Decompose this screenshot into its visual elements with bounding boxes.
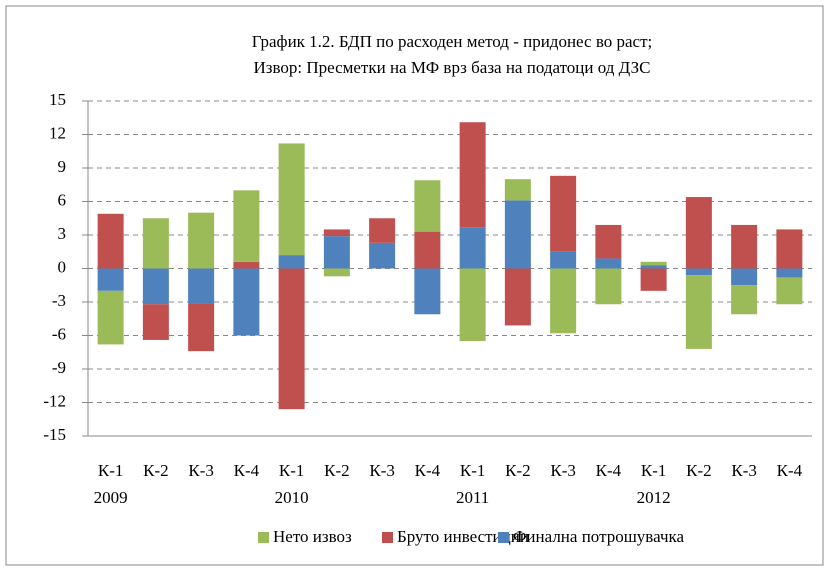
bar-segment [369, 242, 396, 269]
x-tick-label: К-3 [369, 461, 395, 480]
bar-segment [369, 218, 396, 243]
bar-segment [233, 268, 260, 336]
bar-segment [459, 122, 486, 228]
bar-segment [731, 285, 758, 315]
y-tick-label: -9 [52, 358, 66, 377]
y-tick-label: 9 [58, 157, 67, 176]
bar-segment [640, 265, 667, 269]
x-group-label: 2011 [456, 488, 489, 507]
bar-segment [504, 268, 531, 326]
bar-segment [97, 213, 124, 269]
bar-segment [504, 200, 531, 269]
y-tick-label: -12 [43, 391, 66, 410]
x-tick-label: К-4 [234, 461, 260, 480]
bar-segment [776, 277, 803, 305]
bar-segment [640, 268, 667, 291]
bar-segment [188, 212, 215, 269]
legend-label: Нето извоз [273, 527, 352, 546]
bar-segment [278, 143, 305, 256]
x-tick-label: К-2 [324, 461, 350, 480]
bar-segment [550, 268, 577, 334]
x-tick-label: К-4 [415, 461, 441, 480]
bar-segment [776, 268, 803, 278]
x-tick-label: К-2 [686, 461, 712, 480]
bar-segment [233, 261, 260, 269]
bar-segment [731, 224, 758, 269]
x-tick-label: К-1 [641, 461, 667, 480]
bar-segment [550, 251, 577, 269]
bar-segment [459, 227, 486, 269]
bar-segment [685, 275, 712, 349]
bar-segment [640, 261, 667, 266]
chart-subtitle: Извор: Пресметки на МФ врз база на подат… [253, 58, 650, 77]
y-tick-label: 6 [58, 190, 67, 209]
bar-segment [776, 229, 803, 269]
legend-label: Бруто инвестиции [397, 527, 529, 546]
bar-segment [142, 268, 169, 305]
x-tick-label: К-4 [596, 461, 622, 480]
bar-segment [414, 180, 441, 232]
y-tick-label: -3 [52, 291, 66, 310]
bar-segment [595, 258, 622, 269]
x-group-label: 2009 [94, 488, 128, 507]
x-tick-label: К-3 [188, 461, 214, 480]
bar-segment [550, 175, 577, 252]
bar-segment [97, 290, 124, 345]
x-group-label: 2012 [637, 488, 671, 507]
y-tick-label: -6 [52, 324, 66, 343]
bar-segment [97, 268, 124, 291]
x-tick-label: К-2 [143, 461, 169, 480]
x-tick-label: К-1 [460, 461, 486, 480]
x-group-label: 2010 [275, 488, 309, 507]
bar-segment [188, 268, 215, 304]
legend-label: Финална потрошувачка [513, 527, 685, 546]
bar-segment [731, 268, 758, 286]
bar-segment [142, 218, 169, 269]
bar-segment [233, 190, 260, 262]
bar-segment [414, 268, 441, 315]
x-tick-label: К-1 [279, 461, 305, 480]
y-tick-label: 12 [49, 123, 66, 142]
bar-segment [142, 304, 169, 340]
bar-segment [595, 224, 622, 259]
bar-segment [323, 268, 350, 277]
x-tick-label: К-2 [505, 461, 531, 480]
bar-segment [504, 179, 531, 201]
bar-segment [459, 268, 486, 342]
bar-segment [323, 236, 350, 269]
bar-segment [278, 255, 305, 269]
bar-segment [595, 268, 622, 305]
bar-segment [278, 268, 305, 410]
x-tick-label: К-3 [731, 461, 757, 480]
legend-swatch [498, 532, 509, 543]
y-tick-label: 15 [49, 90, 66, 109]
legend-swatch [258, 532, 269, 543]
legend-swatch [382, 532, 393, 543]
bar-segment [414, 231, 441, 269]
bar-segment [685, 197, 712, 269]
x-tick-label: К-3 [550, 461, 576, 480]
chart-title: График 1.2. БДП по расходен метод - прид… [252, 32, 652, 51]
x-tick-label: К-1 [98, 461, 124, 480]
bar-segment [323, 229, 350, 237]
bar-segment [685, 268, 712, 276]
x-tick-label: К-4 [777, 461, 803, 480]
y-tick-label: 3 [58, 224, 67, 243]
bar-segment [188, 303, 215, 352]
y-tick-label: 0 [58, 257, 67, 276]
y-tick-label: -15 [43, 425, 66, 444]
